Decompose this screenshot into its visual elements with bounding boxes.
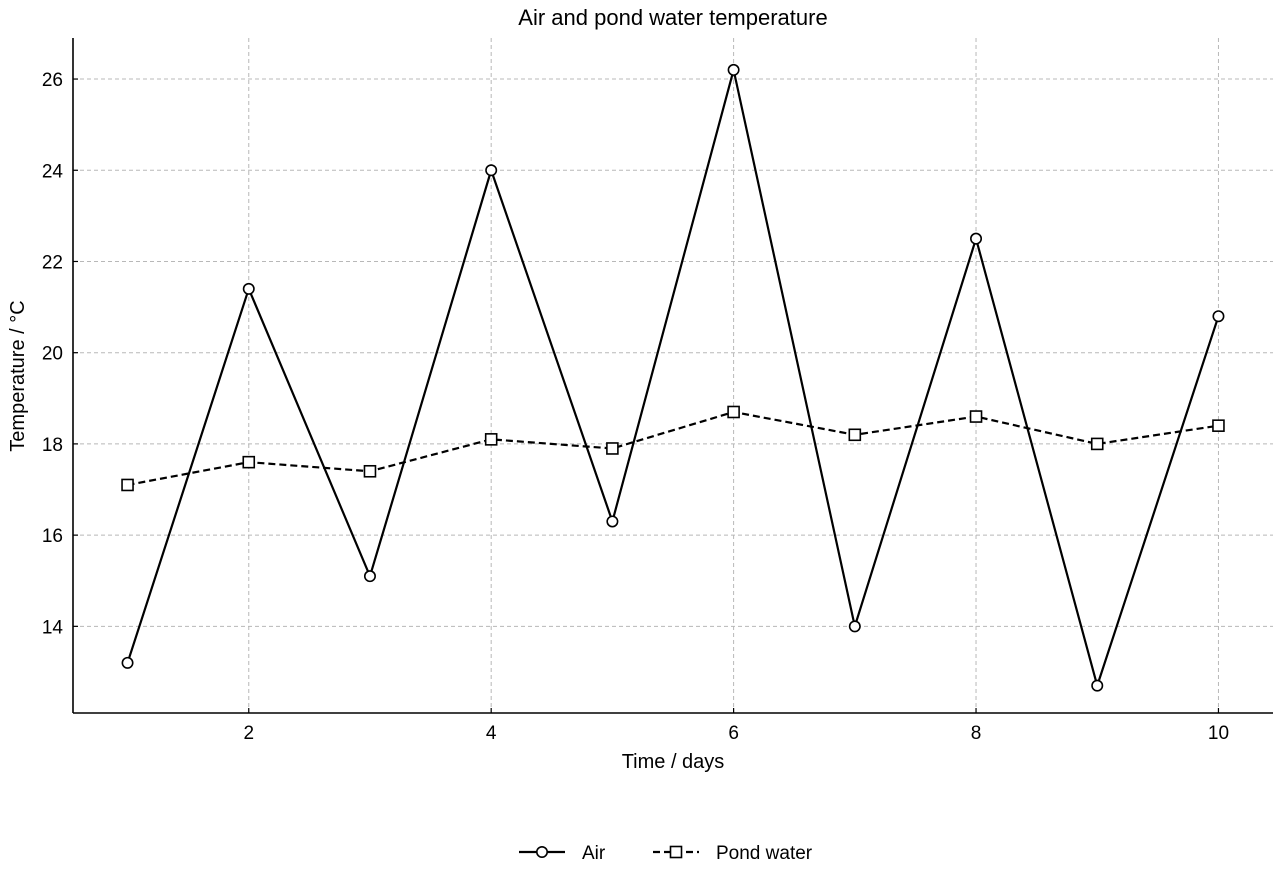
y-tick-label: 18	[42, 435, 63, 456]
series-line	[127, 410, 1219, 487]
x-axis-label: Time / days	[622, 751, 725, 773]
x-tick-label: 6	[728, 723, 739, 744]
series-pond-water	[121, 405, 1225, 492]
y-tick-label: 24	[42, 161, 64, 182]
series-line	[126, 69, 1220, 690]
data-point	[1091, 679, 1104, 692]
data-point	[121, 656, 134, 669]
legend: Air Pond water	[519, 843, 813, 864]
data-point	[1212, 310, 1225, 323]
data-point	[242, 282, 255, 295]
y-tick-label: 20	[42, 344, 63, 365]
data-point	[606, 515, 619, 528]
data-point	[363, 570, 376, 583]
x-tick-label: 2	[243, 723, 254, 744]
y-tick-label: 14	[42, 617, 64, 638]
data-point	[848, 428, 862, 442]
data-point	[970, 232, 983, 245]
data-point	[848, 620, 861, 633]
legend-item: Air	[519, 843, 606, 864]
data-point	[363, 464, 377, 478]
data-point	[485, 164, 498, 177]
y-tick-label: 22	[42, 252, 63, 273]
x-tick-label: 4	[486, 723, 497, 744]
data-point	[242, 455, 256, 469]
grid	[73, 38, 1273, 713]
series-group	[121, 63, 1225, 692]
data-point	[121, 478, 134, 492]
series-air	[121, 63, 1225, 692]
x-tick-label: 10	[1208, 723, 1229, 744]
y-axis-label: Temperature / °C	[7, 300, 29, 451]
data-point	[484, 433, 498, 446]
legend-item: Pond water	[653, 843, 813, 864]
data-point	[606, 442, 619, 455]
chart-title: Air and pond water temperature	[518, 5, 827, 30]
axes	[72, 38, 1273, 714]
data-point	[727, 405, 740, 419]
data-point	[727, 63, 740, 76]
y-tick-label: 26	[42, 70, 63, 91]
legend-marker	[669, 845, 683, 859]
legend-label: Pond water	[716, 843, 813, 864]
legend-marker	[535, 845, 548, 858]
data-point	[969, 410, 983, 423]
legend-label: Air	[582, 843, 606, 864]
x-tick-label: 8	[971, 723, 982, 744]
data-point	[1090, 437, 1104, 451]
data-point	[1212, 419, 1225, 432]
y-tick-label: 16	[42, 526, 63, 547]
